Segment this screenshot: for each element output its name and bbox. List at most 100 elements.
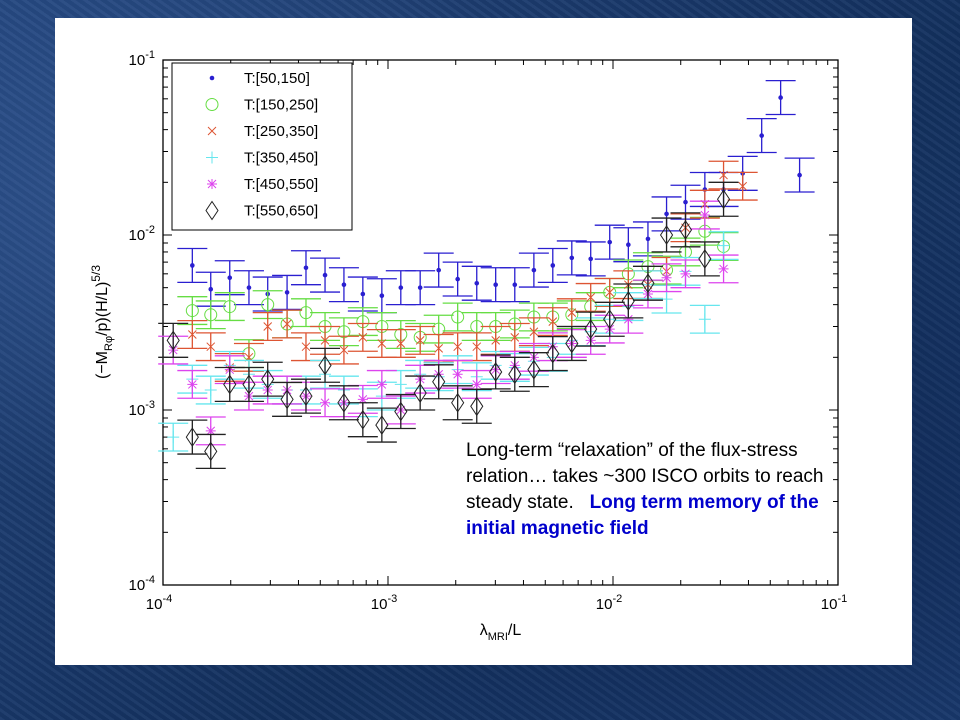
legend-label: T:[250,350] bbox=[244, 123, 318, 140]
error-bar bbox=[405, 375, 436, 411]
series-4 bbox=[158, 200, 739, 446]
diamond-marker bbox=[166, 330, 180, 351]
y-axis-title: (−MRφ/p)(H/L)5/3 bbox=[89, 265, 115, 379]
dot-marker bbox=[512, 282, 518, 287]
dot-marker bbox=[284, 290, 290, 295]
plus-marker bbox=[698, 313, 711, 326]
diamond-marker bbox=[621, 291, 635, 311]
plus-marker bbox=[717, 239, 730, 252]
legend-label: T:[150,250] bbox=[244, 97, 318, 114]
error-bar bbox=[442, 302, 473, 332]
x-axis-title: λMRI/L bbox=[480, 622, 522, 643]
series-5 bbox=[158, 181, 739, 470]
dot-marker bbox=[208, 286, 214, 292]
x-marker bbox=[187, 330, 197, 339]
legend bbox=[171, 62, 353, 231]
diamond-marker bbox=[394, 401, 408, 422]
dot-marker bbox=[493, 282, 498, 287]
error-bar bbox=[328, 385, 359, 421]
error-bar bbox=[214, 366, 245, 403]
error-bar bbox=[651, 217, 682, 253]
x-marker bbox=[263, 322, 273, 331]
plus-marker bbox=[206, 151, 218, 164]
error-bar bbox=[670, 212, 701, 248]
diamond-marker bbox=[698, 249, 712, 269]
dot-marker bbox=[569, 255, 575, 261]
error-bar bbox=[632, 265, 663, 301]
annotation-text: Long-term “relaxation” of the flux-stres… bbox=[466, 440, 824, 513]
diamond-marker bbox=[584, 319, 598, 339]
diamond-marker bbox=[508, 364, 522, 385]
error-bar bbox=[480, 354, 511, 390]
x-marker bbox=[339, 345, 349, 355]
x-tick-label: 10-3 bbox=[371, 593, 397, 613]
star-marker bbox=[187, 379, 198, 390]
diamond-marker bbox=[489, 362, 503, 382]
error-bar bbox=[689, 241, 720, 277]
error-bar bbox=[233, 366, 264, 403]
error-bar bbox=[290, 378, 321, 414]
diamond-marker bbox=[318, 355, 332, 376]
dot-marker bbox=[607, 239, 613, 245]
y-tick-label: 10-3 bbox=[129, 399, 155, 419]
dot-marker bbox=[246, 285, 252, 290]
star-marker bbox=[699, 210, 710, 221]
error-bar bbox=[575, 311, 606, 347]
x-marker bbox=[605, 288, 615, 297]
diamond-marker bbox=[204, 441, 218, 462]
dot-marker bbox=[626, 242, 631, 248]
x-marker bbox=[377, 339, 387, 348]
diamond-marker bbox=[716, 189, 731, 210]
dot-marker bbox=[531, 267, 537, 273]
star-marker bbox=[357, 394, 368, 405]
x-marker bbox=[719, 170, 728, 180]
dot-marker bbox=[778, 95, 783, 100]
dot-marker bbox=[417, 285, 423, 290]
star-marker bbox=[205, 425, 216, 436]
dot-marker bbox=[227, 275, 233, 281]
star-marker bbox=[680, 268, 691, 279]
x-marker bbox=[738, 181, 748, 191]
diamond-marker bbox=[413, 383, 427, 403]
star-marker bbox=[452, 369, 463, 380]
star-marker bbox=[718, 263, 729, 274]
error-bar bbox=[195, 300, 226, 330]
plus-marker bbox=[204, 384, 217, 397]
error-bar bbox=[499, 356, 530, 392]
y-tick-label: 10-1 bbox=[129, 49, 155, 69]
diamond-marker bbox=[470, 396, 484, 417]
dot-marker bbox=[797, 172, 802, 178]
circle-marker bbox=[205, 98, 219, 111]
x-marker bbox=[320, 336, 330, 345]
dot-marker bbox=[322, 272, 328, 278]
star-marker bbox=[661, 272, 672, 283]
error-bar bbox=[613, 283, 644, 319]
x-marker bbox=[510, 333, 520, 342]
y-tick-label: 10-4 bbox=[129, 574, 155, 594]
circle-marker bbox=[185, 304, 199, 318]
plus-marker bbox=[167, 431, 180, 444]
star-marker bbox=[623, 314, 634, 325]
dot-marker bbox=[550, 263, 556, 268]
error-bar bbox=[195, 433, 226, 470]
diamond-marker bbox=[356, 409, 370, 430]
circle-marker bbox=[223, 300, 237, 314]
plus-marker bbox=[660, 293, 673, 306]
x-marker bbox=[567, 308, 577, 318]
dot-marker bbox=[455, 276, 460, 282]
diamond-marker bbox=[641, 273, 655, 294]
diamond-marker bbox=[375, 415, 389, 435]
diamond-marker bbox=[565, 333, 579, 354]
x-marker bbox=[586, 293, 596, 302]
x-marker bbox=[529, 327, 539, 337]
x-marker bbox=[548, 317, 558, 326]
dot-marker bbox=[683, 199, 688, 205]
diamond-marker bbox=[603, 309, 617, 330]
annotation-highlight: Long term memory of the initial magnetic… bbox=[466, 492, 819, 539]
x-marker bbox=[434, 344, 444, 353]
x-marker bbox=[207, 126, 217, 136]
legend-label: T:[450,550] bbox=[244, 176, 318, 193]
diamond-marker bbox=[678, 219, 693, 240]
error-bar bbox=[461, 388, 492, 424]
error-bar bbox=[537, 336, 568, 372]
